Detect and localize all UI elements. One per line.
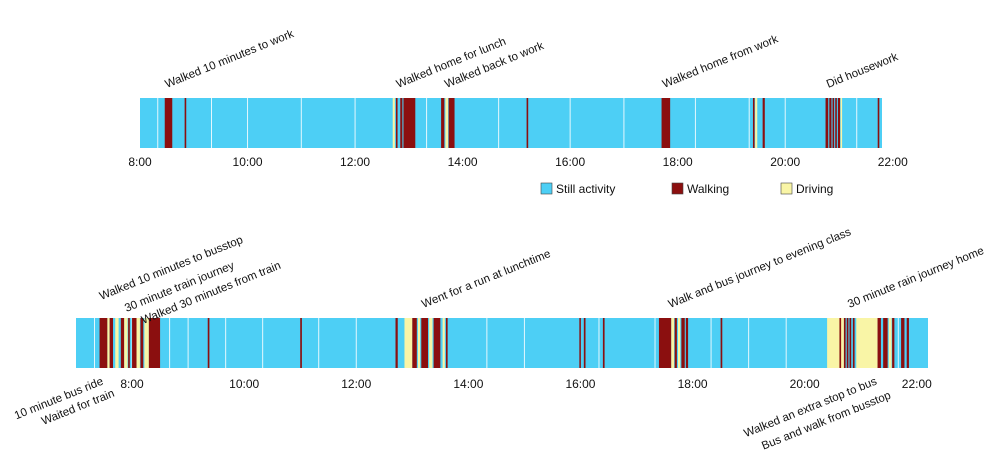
timeline-1-segment-walking bbox=[441, 98, 445, 148]
timeline-2-segment-walking bbox=[128, 318, 130, 368]
timeline-2-segment-walking bbox=[685, 318, 689, 368]
timeline-1-segment-walking bbox=[164, 98, 173, 148]
timeline-2-segment-walking bbox=[852, 318, 855, 368]
timeline-2-segment-driving bbox=[671, 318, 675, 368]
timeline-1-segment-walking bbox=[395, 98, 398, 148]
timeline-1-bar bbox=[140, 98, 882, 148]
timeline-1-segment-walking bbox=[526, 98, 529, 148]
timeline-2-segment-driving bbox=[827, 318, 844, 368]
timeline-2-segment-driving bbox=[429, 318, 433, 368]
timeline-1-tick-label: 22:00 bbox=[878, 155, 908, 169]
timeline-2-segment-walking bbox=[602, 318, 605, 368]
timeline-1-annotation: Walked 10 minutes to work bbox=[164, 28, 296, 91]
timeline-2-tick-label: 20:00 bbox=[790, 377, 820, 391]
timeline-2-tick-label: 16:00 bbox=[565, 377, 595, 391]
timeline-2-annotation: 30 minute rain journey home bbox=[846, 245, 986, 311]
timeline-2-segment-walking bbox=[433, 318, 441, 368]
timeline-2-segment-walking bbox=[720, 318, 723, 368]
timeline-2-segment-driving bbox=[442, 318, 445, 368]
timeline-1-segment-walking bbox=[832, 98, 835, 148]
timeline-1-tick-label: 18:00 bbox=[663, 155, 693, 169]
timeline-1-tick-label: 10:00 bbox=[233, 155, 263, 169]
timeline-1-segment-walking bbox=[762, 98, 765, 148]
timeline-1-segment-walking bbox=[829, 98, 832, 148]
timeline-2-tick-label: 10:00 bbox=[229, 377, 259, 391]
timeline-1-tick-label: 8:00 bbox=[128, 155, 152, 169]
timeline-1-segment-driving bbox=[840, 98, 843, 148]
timeline-1-segment-walking bbox=[448, 98, 455, 148]
timeline-2-segment-walking bbox=[846, 318, 849, 368]
timeline-2-segment-walking bbox=[109, 318, 113, 368]
timeline-2-bar bbox=[76, 318, 928, 368]
timeline-2-segment-walking bbox=[877, 318, 881, 368]
timeline-1-segment-walking bbox=[752, 98, 755, 148]
timeline-2-segment-walking bbox=[412, 318, 417, 368]
timeline-2-segment-walking bbox=[583, 318, 586, 368]
timeline-1-tick-label: 14:00 bbox=[448, 155, 478, 169]
timeline-2-annotation: Went for a run at lunchtime bbox=[420, 248, 552, 311]
timeline-2-segment-walking bbox=[839, 318, 842, 368]
timeline-2-segment-driving bbox=[107, 318, 110, 368]
timeline-2-segment-walking bbox=[579, 318, 581, 368]
timeline-2-segment-driving bbox=[144, 318, 149, 368]
timeline-1-segment-walking bbox=[837, 98, 841, 148]
timeline-1-segment-walking bbox=[184, 98, 187, 148]
timeline-2-segment-walking bbox=[445, 318, 448, 368]
timeline-2-segment-walking bbox=[300, 318, 302, 368]
timeline-2-segment-walking bbox=[421, 318, 429, 368]
timeline-2-segment-walking bbox=[674, 318, 677, 368]
timeline-1-segment-walking bbox=[403, 98, 416, 148]
timeline-2-segment-driving bbox=[115, 318, 119, 368]
timeline-2-segment-driving bbox=[678, 318, 681, 368]
timeline-1-annotation: Did housework bbox=[825, 51, 900, 91]
timeline-1-segment-walking bbox=[835, 98, 837, 148]
timeline-2-segment-walking bbox=[99, 318, 108, 368]
timeline-1-segment-walking bbox=[400, 98, 403, 148]
timeline-1-annotation: Walked home from work bbox=[661, 33, 780, 91]
timeline-2-segment-walking bbox=[207, 318, 210, 368]
timeline-1-segment-driving bbox=[445, 98, 449, 148]
timeline-2-segment-walking bbox=[883, 318, 888, 368]
timeline-2-segment-walking bbox=[843, 318, 846, 368]
legend-label-driving: Driving bbox=[796, 182, 833, 196]
legend-label-still: Still activity bbox=[556, 182, 615, 196]
timeline-2-segment-walking bbox=[132, 318, 137, 368]
timeline-1-tick-label: 16:00 bbox=[555, 155, 585, 169]
timeline-1-segment-driving bbox=[755, 98, 758, 148]
timeline-2-segment-driving bbox=[888, 318, 892, 368]
timeline-2-segment-walking bbox=[681, 318, 685, 368]
timeline-1-segment-walking bbox=[825, 98, 829, 148]
timeline-2-segment-walking bbox=[148, 318, 161, 368]
timeline-2-segment-walking bbox=[395, 318, 398, 368]
timeline-2-tick-label: 18:00 bbox=[678, 377, 708, 391]
timeline-1-segment-driving bbox=[392, 98, 395, 148]
timeline-2-segment-walking bbox=[892, 318, 895, 368]
timeline-2-tick-label: 8:00 bbox=[120, 377, 144, 391]
timeline-2-tick-label: 22:00 bbox=[902, 377, 932, 391]
timeline-1-segment-walking bbox=[877, 98, 880, 148]
legend-swatch-walking bbox=[671, 182, 684, 195]
timeline-2-segment-walking bbox=[658, 318, 672, 368]
legend-swatch-still bbox=[540, 182, 553, 195]
legend-label-walking: Walking bbox=[687, 182, 729, 196]
legend-swatch-driving bbox=[780, 182, 793, 195]
timeline-1-tick-label: 12:00 bbox=[340, 155, 370, 169]
timeline-2-segment-driving bbox=[856, 318, 878, 368]
timeline-2-segment-walking bbox=[140, 318, 144, 368]
timeline-2-segment-walking bbox=[906, 318, 909, 368]
timeline-2-segment-driving bbox=[404, 318, 413, 368]
timeline-2-segment-walking bbox=[849, 318, 852, 368]
timeline-2-tick-label: 14:00 bbox=[453, 377, 483, 391]
timeline-2-annotation: Walk and bus journey to evening class bbox=[667, 226, 853, 311]
timeline-1-segment-walking bbox=[661, 98, 671, 148]
timeline-2-tick-label: 12:00 bbox=[341, 377, 371, 391]
timeline-2-segment-walking bbox=[901, 318, 905, 368]
timeline-2-segment-driving bbox=[136, 318, 140, 368]
timeline-2-segment-walking bbox=[120, 318, 125, 368]
timeline-2-segment-driving bbox=[417, 318, 421, 368]
timeline-2-segment-driving bbox=[124, 318, 128, 368]
timeline-1-tick-label: 20:00 bbox=[770, 155, 800, 169]
